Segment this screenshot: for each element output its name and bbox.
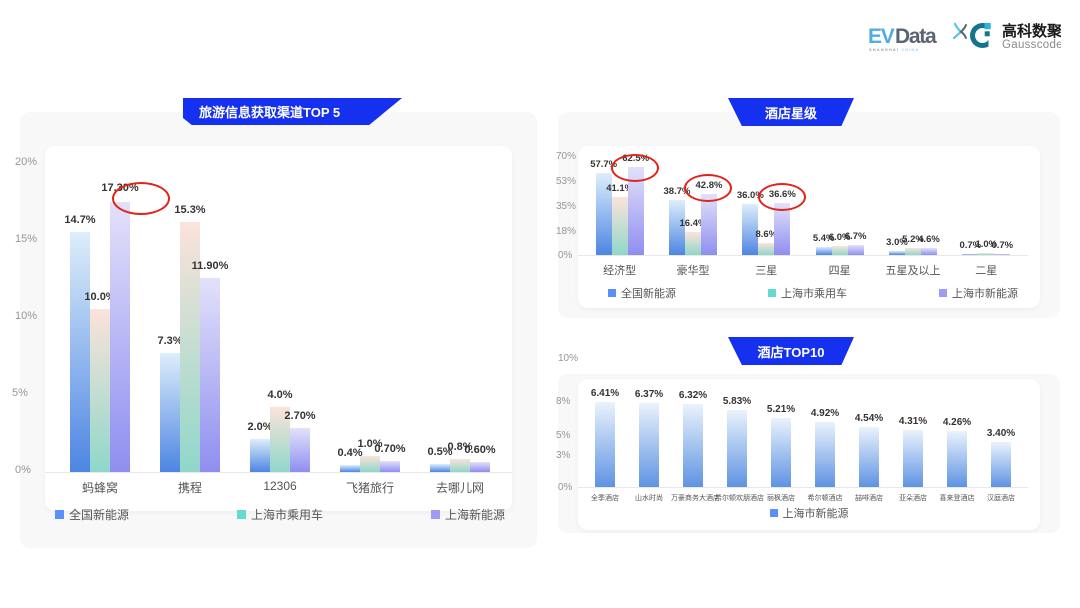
svg-text:Gausscode: Gausscode (1002, 39, 1061, 51)
svg-text:Data: Data (895, 25, 937, 48)
svg-text:EV: EV (868, 25, 895, 48)
svg-text:SHANGHAI CHINA: SHANGHAI CHINA (869, 47, 920, 52)
svg-text:高科数聚: 高科数聚 (1002, 22, 1061, 40)
